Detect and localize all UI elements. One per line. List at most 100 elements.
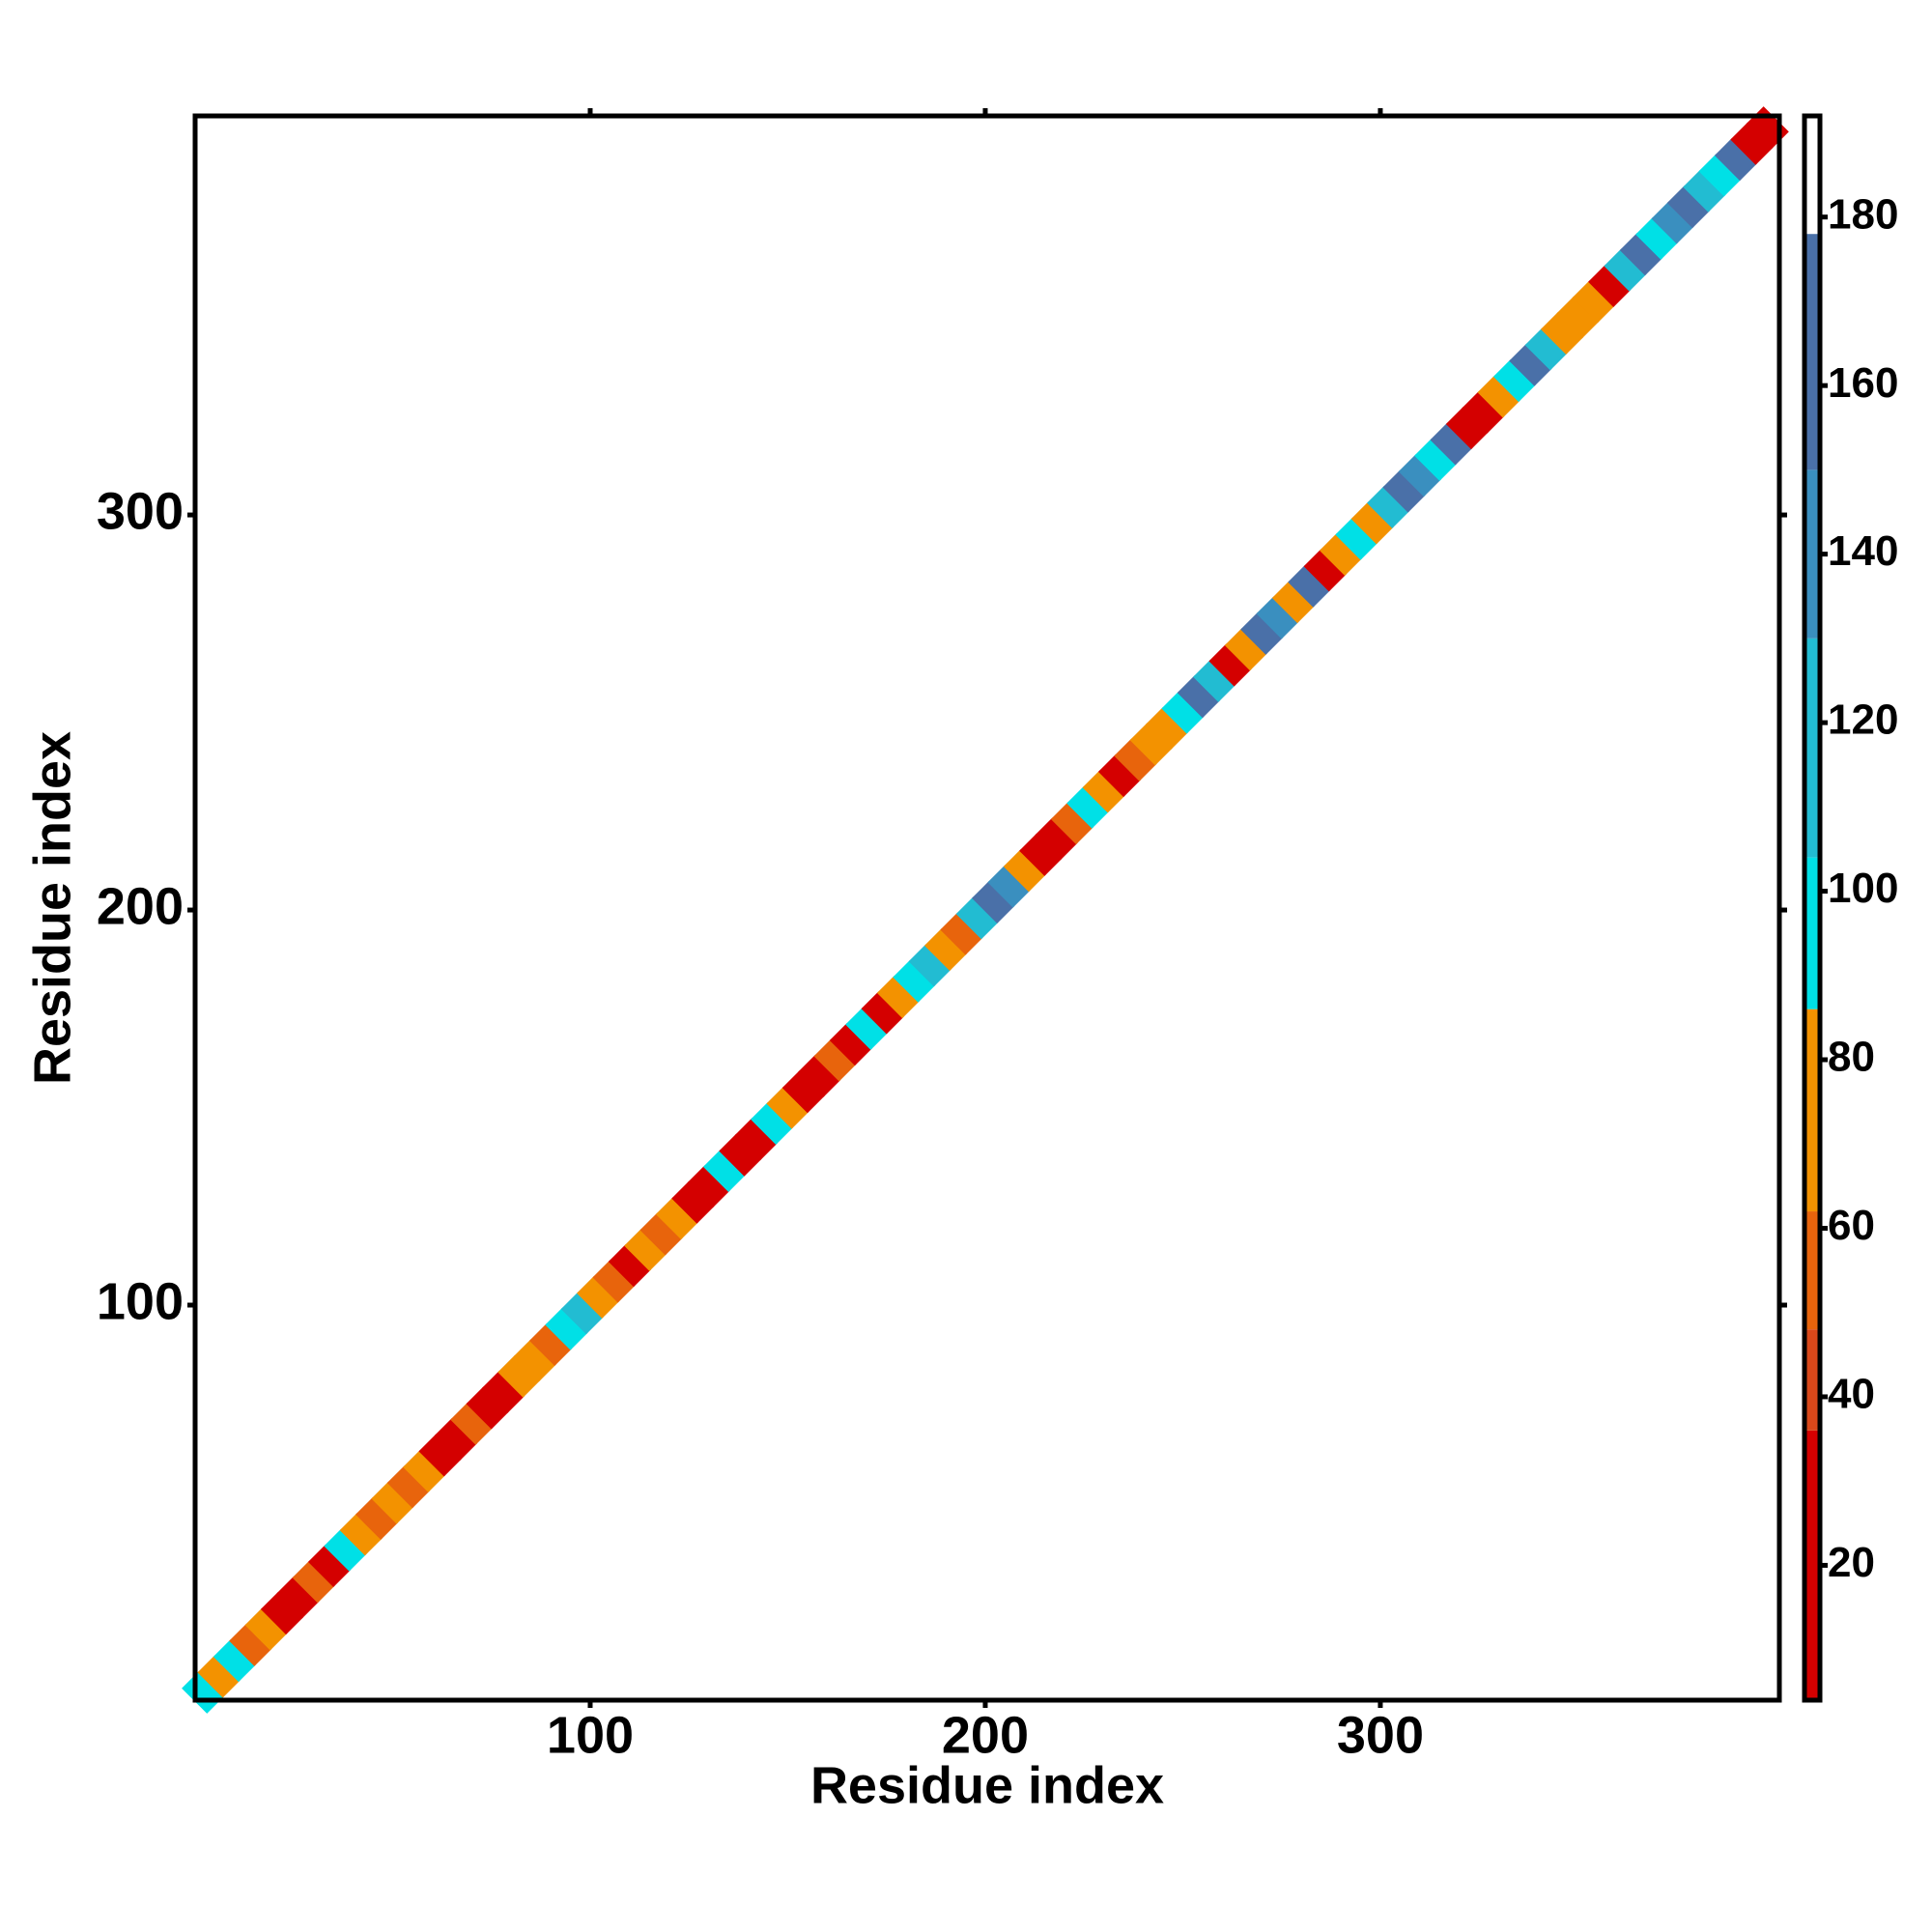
heatmap-cell: [876, 975, 921, 1019]
heatmap-cell: [1398, 454, 1441, 497]
heatmap-cell: [1462, 390, 1505, 434]
colorbar-frame: [1802, 113, 1823, 1703]
colorbar-tick-label: 100: [1828, 865, 1898, 912]
heatmap-cell: [1588, 264, 1632, 307]
heatmap-cell: [276, 1576, 320, 1619]
heatmap-cell: [829, 1023, 872, 1066]
colorbar-segment: [1804, 234, 1820, 470]
heatmap-cell: [1082, 770, 1125, 813]
heatmap-cell: [1114, 738, 1157, 781]
heatmap-cell: [1161, 691, 1205, 734]
heatmap-cell: [1019, 833, 1063, 876]
heatmap-cell: [1492, 358, 1537, 403]
colorbar-tick-label: 120: [1828, 696, 1898, 744]
heatmap-cell: [955, 896, 999, 940]
heatmap-cell: [1224, 628, 1267, 671]
colorbar-segment: [1804, 1009, 1820, 1212]
heatmap-cell: [1540, 311, 1584, 355]
heatmap-cell: [528, 1322, 573, 1367]
heatmap-cell: [213, 1639, 256, 1683]
heatmap-cell: [1651, 201, 1694, 244]
heatmap-cell: [307, 1544, 352, 1588]
heatmap-cell: [1556, 296, 1600, 339]
heatmap-cell: [1335, 517, 1378, 560]
heatmap-cell: [1003, 849, 1046, 893]
heatmap-cell: [197, 1655, 241, 1698]
x-tick-label: 200: [942, 1706, 1029, 1764]
heatmap-cell: [324, 1528, 367, 1572]
heatmap-cell: [1698, 154, 1742, 197]
heatmap-cell: [1303, 549, 1347, 592]
heatmap-cell: [244, 1607, 288, 1651]
colorbar-tick-label: 80: [1828, 1034, 1875, 1081]
heatmap-cell: [734, 1118, 778, 1161]
heatmap-cell: [1477, 375, 1520, 418]
x-axis-title: Residue index: [810, 1756, 1164, 1814]
heatmap-cell: [450, 1402, 494, 1445]
heatmap-cell: [292, 1560, 335, 1604]
heatmap-cell: [182, 1670, 225, 1714]
heatmap-cell: [1146, 706, 1189, 750]
heatmap-cell: [908, 944, 952, 987]
heatmap-cell: [481, 1370, 526, 1414]
heatmap-cell: [560, 1292, 604, 1335]
heatmap-cell: [766, 1086, 810, 1129]
heatmap-cell: [781, 1070, 825, 1114]
heatmap-cell: [798, 1054, 841, 1097]
heatmap-cell: [1177, 675, 1220, 719]
y-tick-label: 200: [97, 877, 184, 935]
heatmap-cell: [972, 880, 1015, 923]
heatmap-cell: [1050, 801, 1094, 845]
y-tick-label: 300: [97, 482, 184, 540]
colorbar-tick-label: 40: [1828, 1371, 1875, 1418]
colorbar-segment: [1804, 1430, 1820, 1700]
heatmap-cell: [1193, 659, 1236, 702]
heatmap-cell: [608, 1244, 651, 1288]
colorbar-segment: [1804, 1211, 1820, 1330]
heatmap-cell: [1714, 137, 1758, 182]
heatmap-cell: [1035, 817, 1078, 861]
heatmap-cell: [1572, 280, 1615, 324]
heatmap-cell: [1666, 185, 1711, 229]
heatmap-cell: [371, 1481, 414, 1524]
heatmap-cell: [987, 865, 1031, 908]
heatmap-cell: [592, 1260, 636, 1303]
heatmap-cell: [940, 912, 983, 955]
heatmap-cell: [545, 1307, 588, 1350]
heatmap-cell: [355, 1496, 399, 1540]
colorbar-tick-label: 180: [1828, 190, 1898, 238]
heatmap-cell: [1319, 532, 1363, 577]
heatmap-cell: [1635, 216, 1679, 260]
colorbar-tick-label: 160: [1828, 359, 1898, 407]
heatmap-cell: [719, 1133, 762, 1177]
heatmap-cell: [624, 1228, 668, 1271]
heatmap-cell: [466, 1386, 509, 1430]
heatmap-cell: [418, 1434, 462, 1477]
heatmap-cell: [1382, 469, 1426, 513]
heatmap-cell: [1256, 596, 1299, 639]
heatmap-cell: [1208, 643, 1252, 687]
heatmap-cell: [1430, 422, 1473, 466]
heatmap-cell: [687, 1165, 730, 1208]
heatmap-cell: [639, 1212, 683, 1256]
heatmap-cell: [229, 1623, 272, 1666]
y-tick-label: 100: [97, 1272, 184, 1330]
heatmap-cell: [386, 1465, 430, 1509]
heatmap-cell: [1271, 580, 1316, 624]
heatmap-cell: [1240, 611, 1284, 655]
heatmap-cell: [577, 1275, 620, 1319]
colorbar-tick-label: 140: [1828, 527, 1898, 575]
heatmap-cell: [655, 1196, 699, 1240]
heatmap-cell: [513, 1339, 556, 1382]
colorbar-segment: [1804, 857, 1820, 1009]
colorbar-segment: [1804, 638, 1820, 858]
x-tick-label: 300: [1337, 1706, 1424, 1764]
x-tick-label: 100: [547, 1706, 634, 1764]
heatmap-cell: [702, 1149, 747, 1193]
heatmap-cell: [751, 1101, 794, 1145]
heatmap-cell: [339, 1513, 383, 1556]
heatmap-cell: [1367, 485, 1410, 528]
heatmap-cell: [1350, 501, 1394, 545]
colorbar-segment: [1804, 469, 1820, 639]
